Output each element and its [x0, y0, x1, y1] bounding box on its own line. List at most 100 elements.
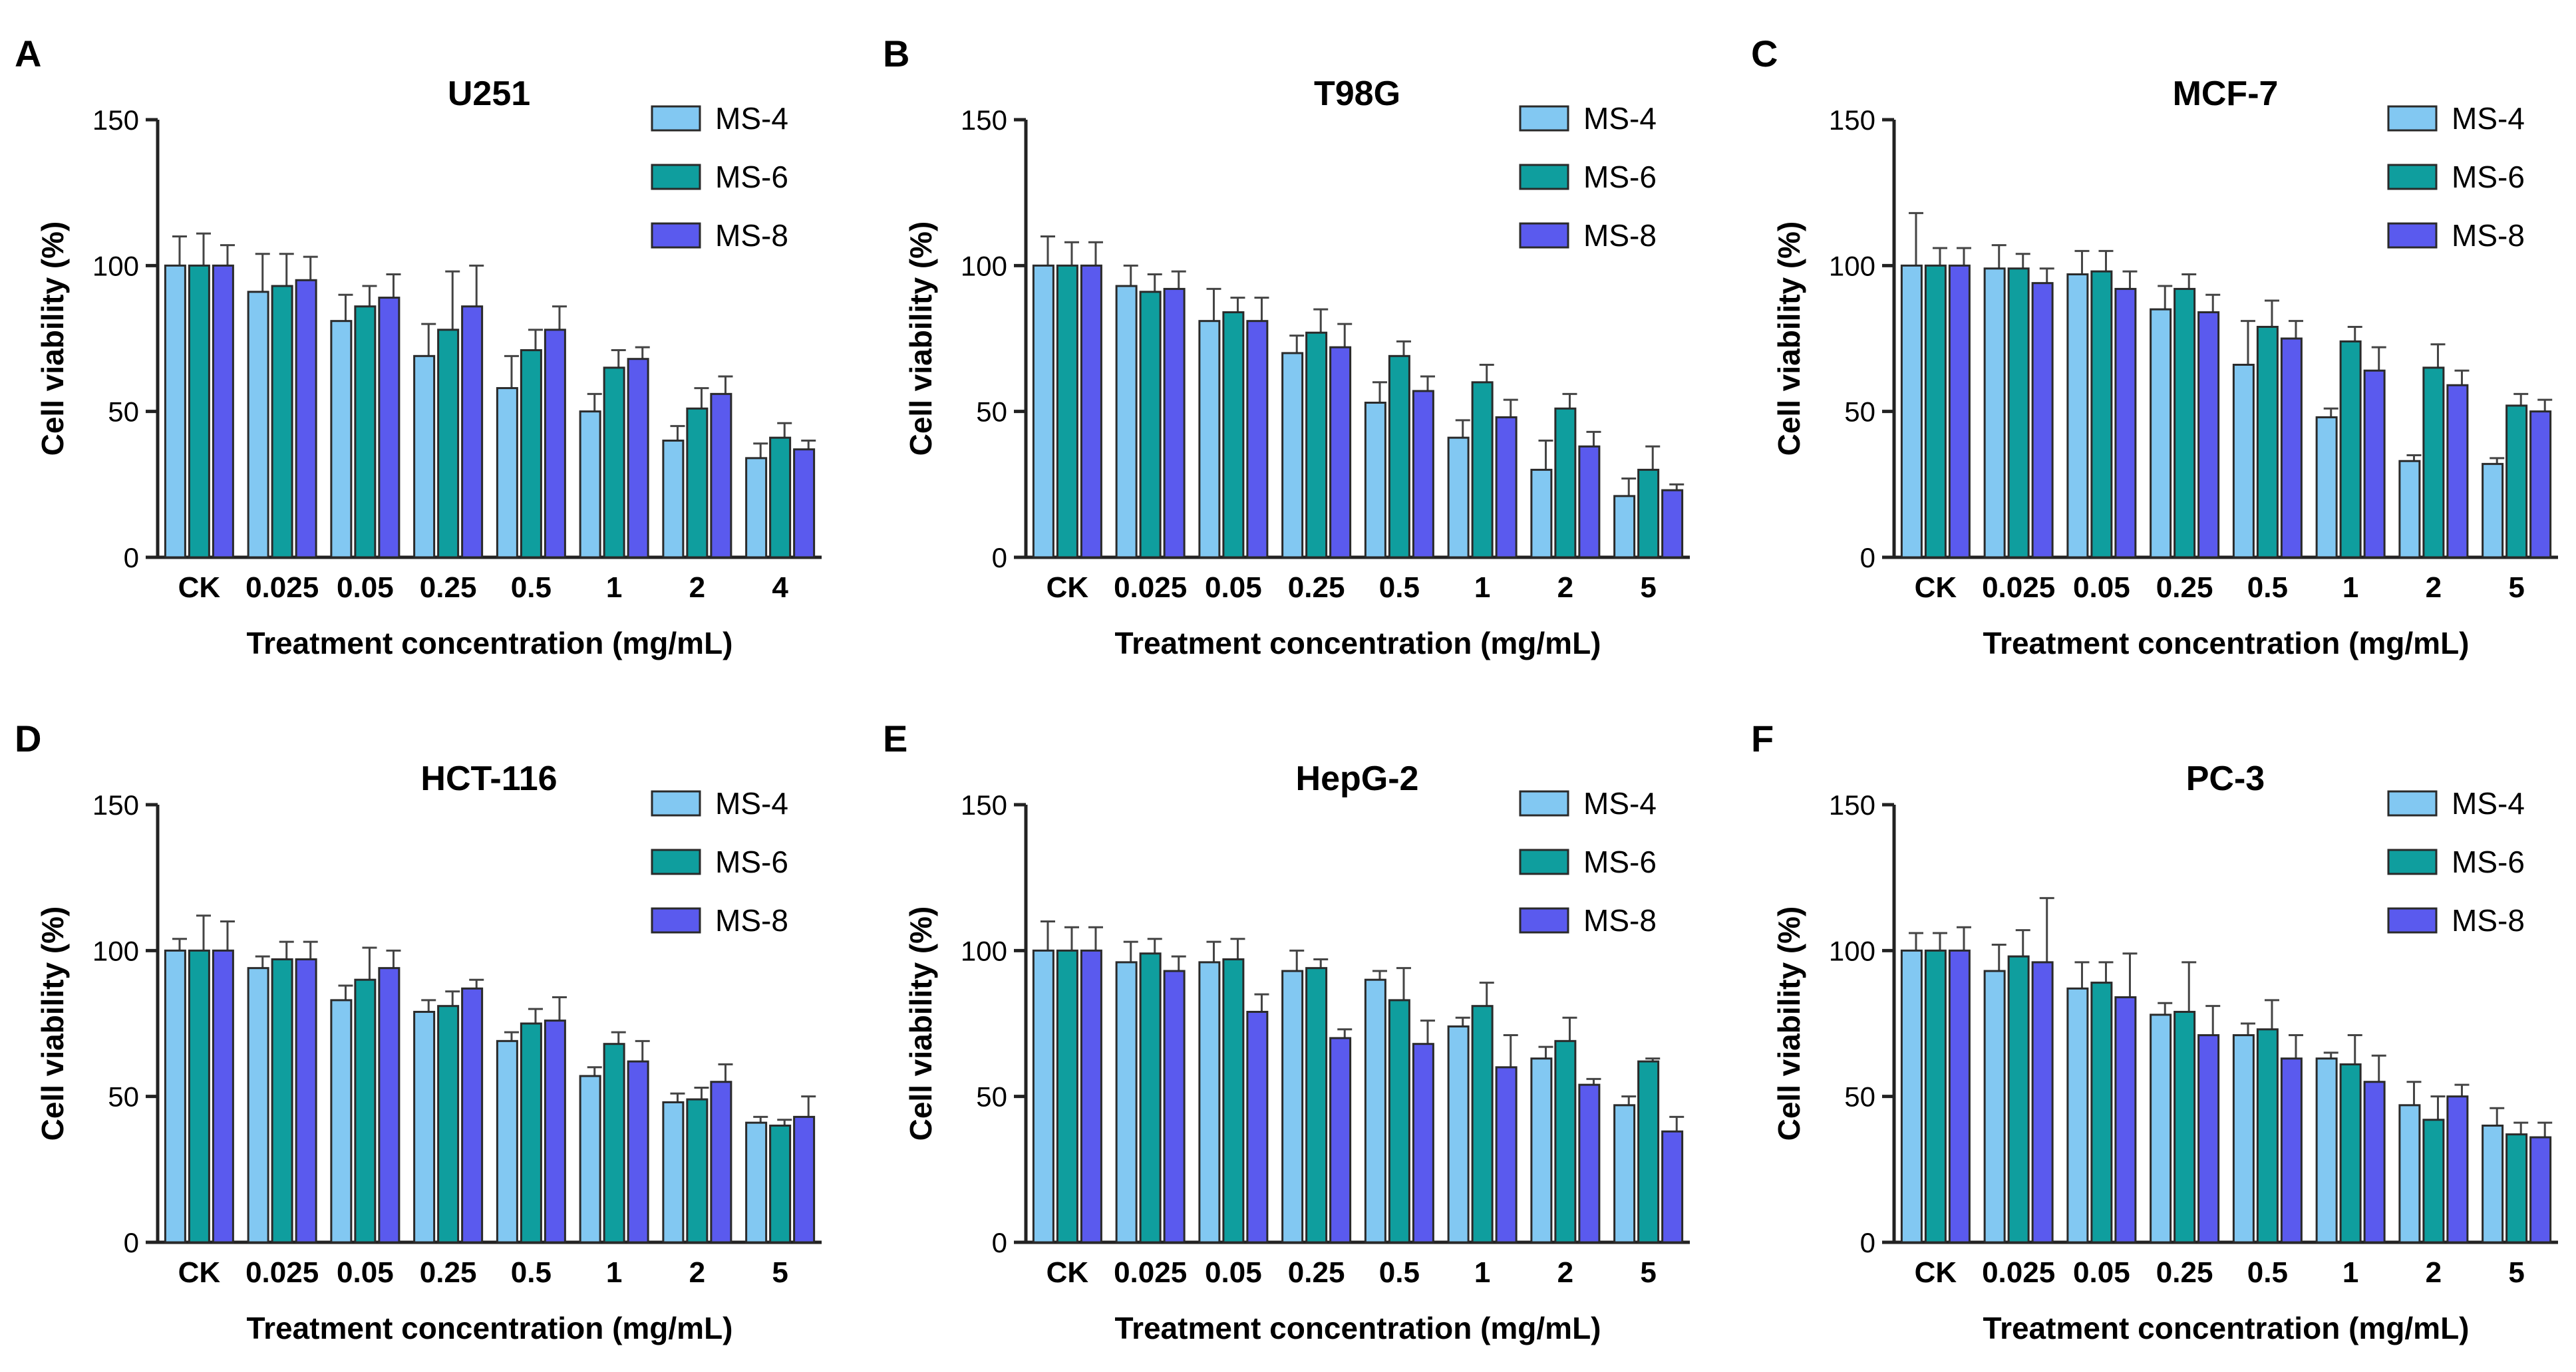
- chart-title: U251: [448, 74, 530, 113]
- y-tick-label: 150: [1829, 789, 1875, 821]
- y-tick-label: 100: [1829, 250, 1875, 281]
- legend-swatch-ms-6: [1519, 164, 1569, 190]
- legend-swatch-ms-8: [2387, 222, 2438, 249]
- x-tick-label: 0.5: [511, 1256, 552, 1289]
- bar-ms-6: [2090, 270, 2113, 559]
- bar-ms-8: [2529, 1136, 2552, 1244]
- y-tick-label: 0: [992, 542, 1007, 573]
- y-tick-label: 100: [961, 250, 1007, 281]
- bar-ms-4: [496, 1039, 518, 1244]
- bar-ms-6: [769, 436, 792, 559]
- y-tick-label: 0: [1860, 542, 1875, 573]
- bar-ms-4: [1900, 264, 1923, 559]
- bar-ms-4: [2482, 463, 2504, 559]
- bar-ms-6: [271, 285, 293, 559]
- bar-ms-4: [1364, 402, 1386, 559]
- bar-ms-4: [413, 354, 436, 559]
- bar-ms-8: [2280, 337, 2303, 559]
- legend-label-ms-6: MS-6: [715, 160, 788, 194]
- panel-letter: F: [1751, 718, 1774, 759]
- bar-ms-4: [1613, 1104, 1636, 1244]
- legend-label-ms-6: MS-6: [2452, 845, 2525, 879]
- bar-ms-8: [2114, 287, 2137, 559]
- chart-panel-b: B T98G 0 50 100 150 Cell viability (%) CK 0.025 0…: [883, 33, 1690, 660]
- legend-label-ms-8: MS-8: [1583, 903, 1657, 938]
- x-tick-label: 0.025: [1982, 571, 2055, 604]
- legend-swatch-ms-6: [2387, 164, 2438, 190]
- bar-ms-8: [793, 448, 816, 559]
- panel-letter: C: [1751, 33, 1778, 74]
- bar-ms-6: [2339, 1063, 2362, 1244]
- x-tick-label: 0.025: [1114, 571, 1187, 604]
- bar-ms-4: [330, 320, 353, 559]
- y-axis-label: Cell viability (%): [903, 221, 938, 456]
- y-tick-label: 150: [92, 789, 139, 821]
- x-tick-label: 1: [606, 1256, 622, 1289]
- bar-ms-8: [1495, 416, 1518, 559]
- x-tick-label: 0.25: [2156, 571, 2213, 604]
- x-tick-label: 2: [1557, 1256, 1573, 1289]
- bar-ms-6: [769, 1125, 792, 1244]
- bar-ms-8: [1578, 445, 1601, 559]
- panel-letter: B: [883, 33, 909, 74]
- x-tick-label: 0.05: [2073, 1256, 2130, 1289]
- bar-ms-8: [2031, 282, 2054, 559]
- legend-label-ms-4: MS-4: [2452, 101, 2525, 136]
- bar-ms-4: [1032, 264, 1054, 559]
- bar-ms-8: [2363, 1081, 2386, 1244]
- bar-ms-6: [188, 949, 210, 1244]
- x-tick-label: 5: [1640, 571, 1656, 604]
- x-tick-label: 2: [1557, 571, 1573, 604]
- y-axis-label: Cell viability (%): [1772, 906, 1806, 1141]
- y-tick-label: 50: [108, 1081, 139, 1113]
- bar-ms-4: [1613, 495, 1636, 559]
- x-tick-label: 2: [2426, 1256, 2442, 1289]
- bar-ms-6: [2422, 366, 2445, 559]
- legend-label-ms-8: MS-8: [1583, 218, 1657, 253]
- bar-ms-8: [461, 305, 484, 559]
- bar-ms-4: [247, 967, 269, 1244]
- bar-ms-4: [745, 1121, 768, 1244]
- legend-swatch-ms-6: [1519, 849, 1569, 875]
- y-tick-label: 150: [961, 104, 1007, 136]
- y-axis-label: Cell viability (%): [1772, 221, 1806, 456]
- legend-label-ms-6: MS-6: [715, 845, 788, 879]
- bar-ms-8: [2031, 961, 2054, 1244]
- bar-ms-6: [1471, 1005, 1494, 1244]
- chart-panel-e: E HepG-2 0 50 100 150 Cell viability (%) CK 0.02…: [883, 718, 1690, 1345]
- bar-ms-4: [2066, 987, 2089, 1244]
- bar-ms-6: [188, 264, 210, 559]
- bar-ms-6: [2174, 1010, 2196, 1244]
- bar-ms-4: [1447, 436, 1470, 559]
- x-tick-label: 0.25: [1288, 571, 1345, 604]
- x-axis-label: Treatment concentration (mg/mL): [247, 626, 733, 660]
- legend-swatch-ms-8: [2387, 907, 2438, 934]
- bar-ms-6: [1305, 331, 1328, 559]
- chart-title: HepG-2: [1296, 759, 1419, 798]
- x-tick-label: 2: [689, 571, 705, 604]
- bar-ms-4: [579, 410, 601, 559]
- bar-ms-8: [2529, 410, 2552, 559]
- bar-ms-4: [1281, 352, 1304, 559]
- bar-ms-4: [2150, 1014, 2172, 1244]
- y-tick-label: 50: [1844, 1081, 1875, 1113]
- bar-ms-6: [2505, 1133, 2528, 1244]
- bar-ms-4: [2232, 1034, 2255, 1244]
- bar-ms-8: [461, 987, 484, 1244]
- y-tick-label: 100: [961, 935, 1007, 966]
- x-tick-label: 5: [772, 1256, 788, 1289]
- bar-ms-4: [579, 1075, 601, 1244]
- y-axis-label: Cell viability (%): [35, 221, 70, 456]
- x-tick-label: 0.5: [2247, 1256, 2288, 1289]
- bar-ms-8: [1246, 320, 1269, 559]
- bar-ms-6: [1222, 958, 1245, 1244]
- x-axis-label: Treatment concentration (mg/mL): [1983, 626, 2470, 660]
- bar-ms-4: [2150, 308, 2172, 559]
- legend-label-ms-8: MS-8: [715, 218, 788, 253]
- bar-ms-4: [330, 999, 353, 1244]
- legend-label-ms-6: MS-6: [1583, 845, 1657, 879]
- panel-letter: E: [883, 718, 907, 759]
- bar-ms-4: [247, 291, 269, 559]
- x-tick-label: 2: [689, 1256, 705, 1289]
- legend-swatch-ms-8: [651, 222, 701, 249]
